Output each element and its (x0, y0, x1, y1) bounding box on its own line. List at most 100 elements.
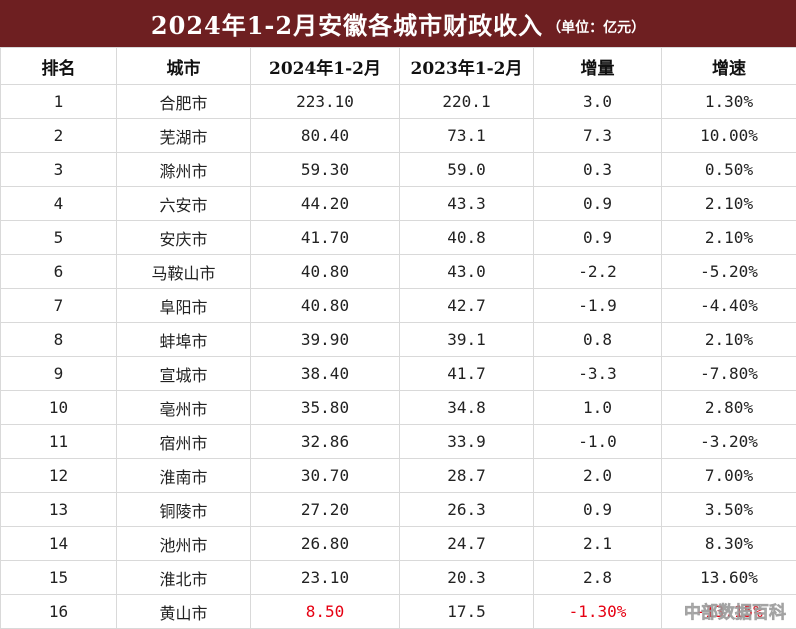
cell-rank: 12 (0, 458, 117, 493)
page-title: 2024年1-2月安徽各城市财政收入 (150, 11, 544, 40)
cell-2024: 26.80 (250, 526, 400, 561)
cell-delta: 0.9 (533, 492, 662, 527)
cell-2023: 28.7 (399, 458, 534, 493)
table-row: 16 黄山市 8.50 17.5 -1.30% -13.15% (0, 594, 796, 629)
table-row: 10 亳州市 35.80 34.8 1.0 2.80% (0, 390, 796, 425)
cell-2024: 41.70 (250, 220, 400, 255)
table-row: 14 池州市 26.80 24.7 2.1 8.30% (0, 526, 796, 561)
cell-city: 安庆市 (116, 220, 251, 255)
cell-2023: 24.7 (399, 526, 534, 561)
table-row: 6 马鞍山市 40.80 43.0 -2.2 -5.20% (0, 254, 796, 289)
cell-city: 池州市 (116, 526, 251, 561)
cell-delta: -1.9 (533, 288, 662, 323)
cell-delta: 1.0 (533, 390, 662, 425)
cell-rank: 4 (0, 186, 117, 221)
fiscal-revenue-table: 排名 城市 2024年1-2月 2023年1-2月 增量 增速 1 合肥市 223.… (0, 47, 796, 629)
cell-2023: 41.7 (399, 356, 534, 391)
cell-2024: 223.10 (250, 84, 400, 119)
cell-growth: -4.40% (661, 288, 796, 323)
cell-2024: 44.20 (250, 186, 400, 221)
cell-rank: 8 (0, 322, 117, 357)
cell-2023: 26.3 (399, 492, 534, 527)
cell-city: 六安市 (116, 186, 251, 221)
cell-growth: 0.50% (661, 152, 796, 187)
table-row: 9 宣城市 38.40 41.7 -3.3 -7.80% (0, 356, 796, 391)
cell-city: 黄山市 (116, 594, 251, 629)
cell-city: 淮北市 (116, 560, 251, 595)
cell-2024: 30.70 (250, 458, 400, 493)
cell-growth: 7.00% (661, 458, 796, 493)
header-2023: 2023年1-2月 (399, 47, 534, 85)
unit-label: （单位：亿元） (547, 19, 646, 36)
cell-growth: -5.20% (661, 254, 796, 289)
header-2024: 2024年1-2月 (250, 47, 400, 85)
table-row: 7 阜阳市 40.80 42.7 -1.9 -4.40% (0, 288, 796, 323)
cell-growth: 3.50% (661, 492, 796, 527)
cell-2024: 80.40 (250, 118, 400, 153)
cell-2024: 32.86 (250, 424, 400, 459)
cell-rank: 6 (0, 254, 117, 289)
cell-rank: 16 (0, 594, 117, 629)
cell-2023: 39.1 (399, 322, 534, 357)
cell-2024: 38.40 (250, 356, 400, 391)
table-body: 1 合肥市 223.10 220.1 3.0 1.30% 2 芜湖市 80.40 73.1 7.3 1… (0, 84, 796, 629)
cell-delta: -1.30% (533, 594, 662, 629)
table-row: 11 宿州市 32.86 33.9 -1.0 -3.20% (0, 424, 796, 459)
cell-2023: 43.0 (399, 254, 534, 289)
cell-delta: 3.0 (533, 84, 662, 119)
cell-city: 蚌埠市 (116, 322, 251, 357)
cell-growth: 2.10% (661, 186, 796, 221)
header-city: 城市 (116, 47, 251, 85)
cell-2024: 40.80 (250, 288, 400, 323)
cell-rank: 5 (0, 220, 117, 255)
cell-delta: 2.8 (533, 560, 662, 595)
cell-city: 淮南市 (116, 458, 251, 493)
cell-rank: 1 (0, 84, 117, 119)
cell-delta: -2.2 (533, 254, 662, 289)
cell-2024: 40.80 (250, 254, 400, 289)
cell-2023: 43.3 (399, 186, 534, 221)
cell-rank: 13 (0, 492, 117, 527)
table-row: 15 淮北市 23.10 20.3 2.8 13.60% (0, 560, 796, 595)
cell-delta: -3.3 (533, 356, 662, 391)
cell-growth: -3.20% (661, 424, 796, 459)
table-row: 1 合肥市 223.10 220.1 3.0 1.30% (0, 84, 796, 119)
table-row: 3 滁州市 59.30 59.0 0.3 0.50% (0, 152, 796, 187)
cell-2024: 39.90 (250, 322, 400, 357)
cell-delta: 0.3 (533, 152, 662, 187)
cell-2023: 220.1 (399, 84, 534, 119)
cell-growth: -13.15% (661, 594, 796, 629)
cell-2023: 33.9 (399, 424, 534, 459)
table-row: 4 六安市 44.20 43.3 0.9 2.10% (0, 186, 796, 221)
header-growth: 增速 (661, 47, 796, 85)
cell-delta: 2.1 (533, 526, 662, 561)
cell-growth: 10.00% (661, 118, 796, 153)
cell-delta: 0.9 (533, 220, 662, 255)
cell-growth: 1.30% (661, 84, 796, 119)
cell-rank: 14 (0, 526, 117, 561)
cell-delta: 7.3 (533, 118, 662, 153)
cell-2024: 8.50 (250, 594, 400, 629)
cell-rank: 10 (0, 390, 117, 425)
cell-delta: 0.9 (533, 186, 662, 221)
cell-growth: 2.10% (661, 322, 796, 357)
cell-rank: 15 (0, 560, 117, 595)
table-row: 5 安庆市 41.70 40.8 0.9 2.10% (0, 220, 796, 255)
cell-city: 滁州市 (116, 152, 251, 187)
table-row: 13 铜陵市 27.20 26.3 0.9 3.50% (0, 492, 796, 527)
cell-city: 阜阳市 (116, 288, 251, 323)
cell-2023: 34.8 (399, 390, 534, 425)
header-row: 排名 城市 2024年1-2月 2023年1-2月 增量 增速 (0, 47, 796, 85)
cell-delta: -1.0 (533, 424, 662, 459)
cell-delta: 2.0 (533, 458, 662, 493)
cell-2024: 35.80 (250, 390, 400, 425)
cell-growth: 13.60% (661, 560, 796, 595)
header-delta: 增量 (533, 47, 662, 85)
cell-growth: 8.30% (661, 526, 796, 561)
table-row: 2 芜湖市 80.40 73.1 7.3 10.00% (0, 118, 796, 153)
cell-2023: 20.3 (399, 560, 534, 595)
watermark: 中部数据百科 (684, 603, 787, 624)
table-row: 8 蚌埠市 39.90 39.1 0.8 2.10% (0, 322, 796, 357)
cell-growth: -7.80% (661, 356, 796, 391)
cell-2023: 73.1 (399, 118, 534, 153)
